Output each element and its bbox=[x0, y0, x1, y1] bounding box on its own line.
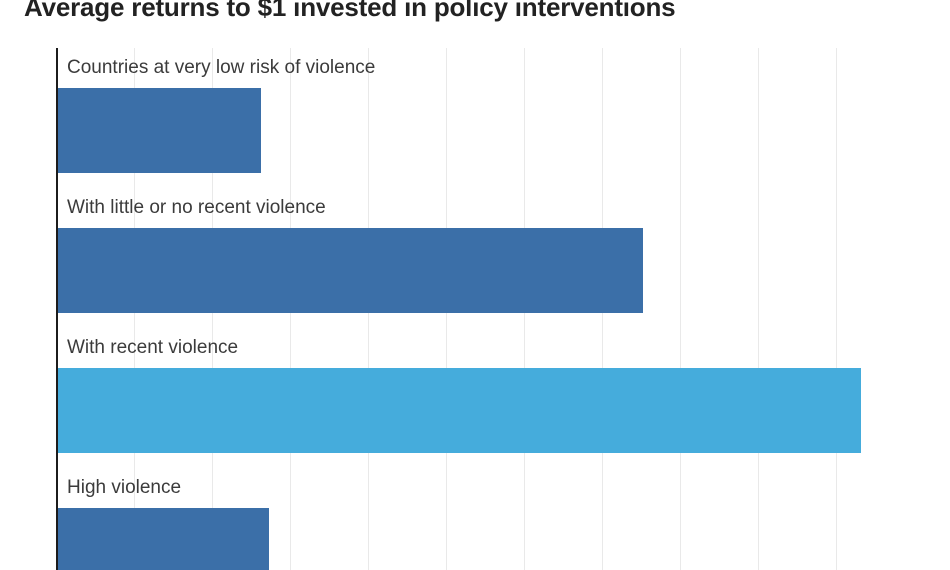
bar-label: With little or no recent violence bbox=[67, 197, 326, 218]
bar bbox=[58, 508, 269, 570]
x-gridline bbox=[680, 48, 681, 570]
bar-label: High violence bbox=[67, 477, 182, 498]
y-axis-line bbox=[56, 48, 58, 570]
bar bbox=[58, 368, 861, 453]
chart-title: Average returns to $1 invested in policy… bbox=[24, 0, 676, 22]
bar-group: With little or no recent violence bbox=[56, 188, 950, 328]
bar-group: Countries at very low risk of violence bbox=[56, 48, 950, 188]
plot-area: Countries at very low risk of violence W… bbox=[56, 48, 950, 570]
bar-label: With recent violence bbox=[67, 337, 239, 358]
bar-label: Countries at very low risk of violence bbox=[67, 57, 376, 78]
x-gridline bbox=[758, 48, 759, 570]
bar-group: With recent violence bbox=[56, 328, 950, 468]
bar bbox=[58, 228, 643, 313]
bar-group: High violence bbox=[56, 468, 950, 570]
bar bbox=[58, 88, 261, 173]
x-gridline bbox=[836, 48, 837, 570]
